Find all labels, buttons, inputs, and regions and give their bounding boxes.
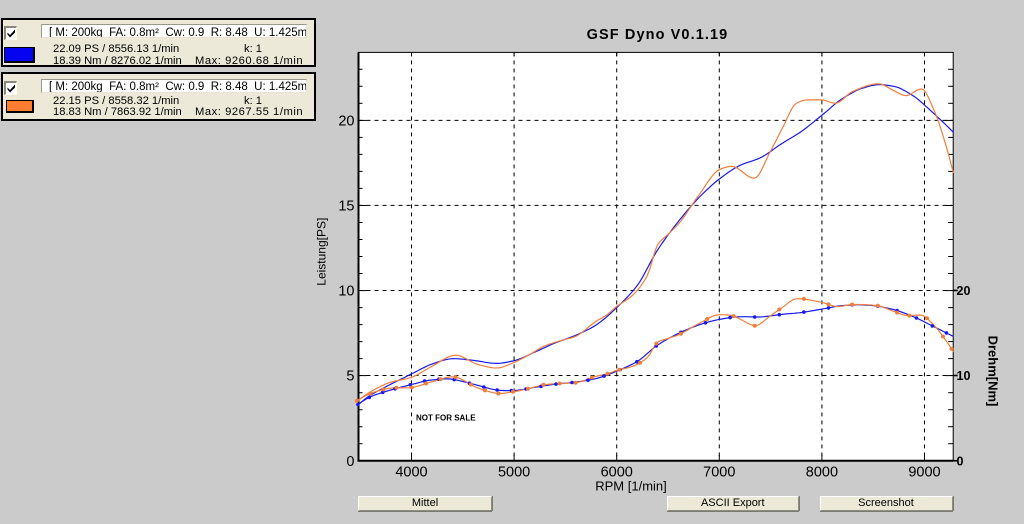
svg-text:4000: 4000 — [395, 465, 427, 481]
svg-text:15: 15 — [338, 198, 354, 214]
svg-text:10: 10 — [957, 369, 971, 383]
svg-text:7000: 7000 — [703, 465, 735, 481]
svg-text:5: 5 — [346, 369, 354, 385]
svg-text:0: 0 — [346, 454, 354, 470]
svg-text:6000: 6000 — [601, 465, 633, 481]
svg-text:10: 10 — [338, 283, 354, 299]
svg-text:9000: 9000 — [908, 465, 940, 481]
svg-text:Leistung[PS]: Leistung[PS] — [315, 218, 329, 286]
svg-text:5000: 5000 — [498, 465, 530, 481]
svg-text:0: 0 — [957, 454, 964, 468]
svg-text:GSF Dyno V0.1.19: GSF Dyno V0.1.19 — [587, 27, 729, 43]
svg-text:20: 20 — [957, 284, 971, 298]
svg-text:NOT FOR SALE: NOT FOR SALE — [416, 414, 476, 423]
svg-text:8000: 8000 — [806, 465, 838, 481]
svg-text:Drehm[Nm]: Drehm[Nm] — [986, 336, 1001, 407]
svg-text:20: 20 — [338, 113, 354, 129]
svg-text:RPM [1/min]: RPM [1/min] — [595, 479, 667, 494]
